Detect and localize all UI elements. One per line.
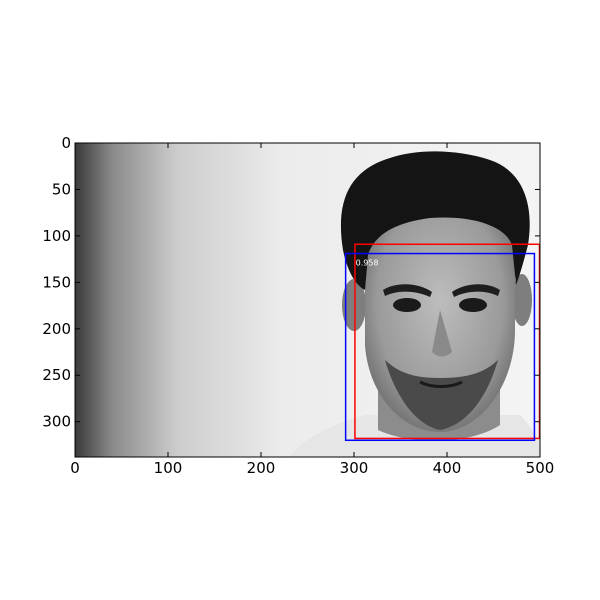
y-tick-label: 200 [42, 320, 71, 338]
left-eye-shape [393, 298, 421, 312]
x-tick-label: 0 [70, 459, 80, 477]
portrait-photo [75, 143, 540, 457]
mouth-shape [419, 380, 463, 388]
axis-ticks: 0 100 200 300 400 500 0 50 100 150 200 250 300 [42, 134, 554, 477]
nose-shape [432, 310, 452, 357]
axes-frame [74, 142, 541, 458]
x-tick-label: 200 [247, 459, 276, 477]
y-tick-label: 300 [42, 413, 71, 431]
hair-shape [340, 151, 530, 290]
x-tick-label: 100 [154, 459, 183, 477]
left-eyebrow-shape [383, 284, 432, 297]
x-tick-label: 400 [433, 459, 462, 477]
left-ear-shape [342, 279, 366, 331]
y-tick-label: 0 [61, 134, 71, 152]
beard-shape [385, 360, 498, 430]
right-eye-shape [459, 298, 487, 312]
x-tick-label: 500 [526, 459, 555, 477]
detection-box [344, 252, 536, 442]
right-ear-shape [512, 274, 532, 326]
y-tick-label: 250 [42, 366, 71, 384]
y-tick-label: 50 [52, 180, 71, 198]
y-tick-label: 150 [42, 273, 71, 291]
detection-score-label: 0.958 [356, 259, 379, 268]
right-eyebrow-shape [452, 284, 500, 297]
y-tick-label: 100 [42, 227, 71, 245]
x-tick-label: 300 [340, 459, 369, 477]
